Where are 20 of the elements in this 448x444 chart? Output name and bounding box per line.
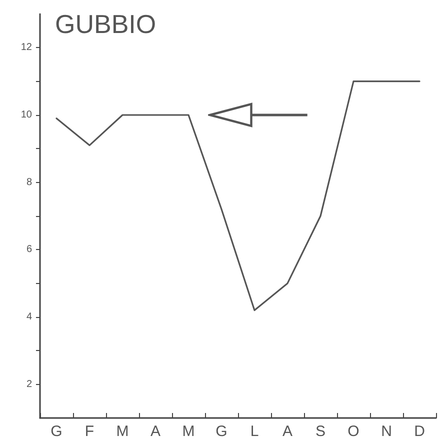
x-tick-label: O [348, 423, 360, 440]
x-tick-label: M [116, 423, 129, 440]
y-tick-label: 6 [26, 244, 32, 256]
x-tick-label: G [216, 423, 228, 440]
chart-title: GUBBIO [55, 9, 156, 39]
x-tick-label: M [182, 423, 195, 440]
x-tick-label: N [381, 423, 392, 440]
y-tick-label: 10 [20, 110, 32, 120]
x-tick-label: A [150, 423, 161, 440]
y-tick-label: 2 [26, 378, 32, 390]
x-tick-label: L [250, 423, 259, 440]
x-tick-label: F [84, 423, 94, 440]
x-tick-label: A [282, 423, 293, 440]
x-tick-label: D [414, 423, 426, 440]
line-series [56, 80, 420, 312]
y-tick-label: 8 [26, 176, 32, 188]
y-tick-label: 4 [26, 312, 32, 322]
x-tick-label: G [50, 423, 62, 440]
y-tick-label: 12 [20, 42, 32, 54]
x-tick-label: S [315, 423, 326, 440]
